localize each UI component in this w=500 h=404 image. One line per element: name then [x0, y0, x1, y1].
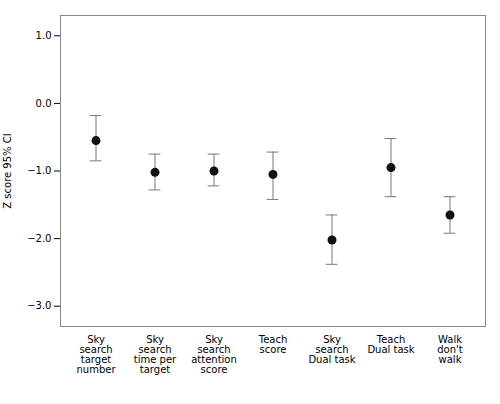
svg-text:−3.0: −3.0	[27, 300, 51, 311]
svg-text:Walkdon'twalk: Walkdon'twalk	[437, 334, 463, 365]
svg-text:−1.0: −1.0	[27, 165, 51, 176]
svg-text:Skysearchtargetnumber: Skysearchtargetnumber	[76, 334, 116, 375]
svg-text:Skysearchtime pertarget: Skysearchtime pertarget	[134, 334, 177, 375]
svg-text:0.0: 0.0	[36, 98, 52, 109]
svg-text:Skysearchattentionscore: Skysearchattentionscore	[191, 334, 237, 375]
svg-text:TeachDual task: TeachDual task	[367, 334, 414, 355]
svg-text:SkysearchDual task: SkysearchDual task	[308, 334, 355, 365]
svg-text:Z score 95% CI: Z score 95% CI	[2, 133, 13, 208]
svg-text:Teachscore: Teachscore	[258, 334, 288, 355]
svg-text:1.0: 1.0	[36, 30, 52, 41]
svg-text:−2.0: −2.0	[27, 233, 51, 244]
